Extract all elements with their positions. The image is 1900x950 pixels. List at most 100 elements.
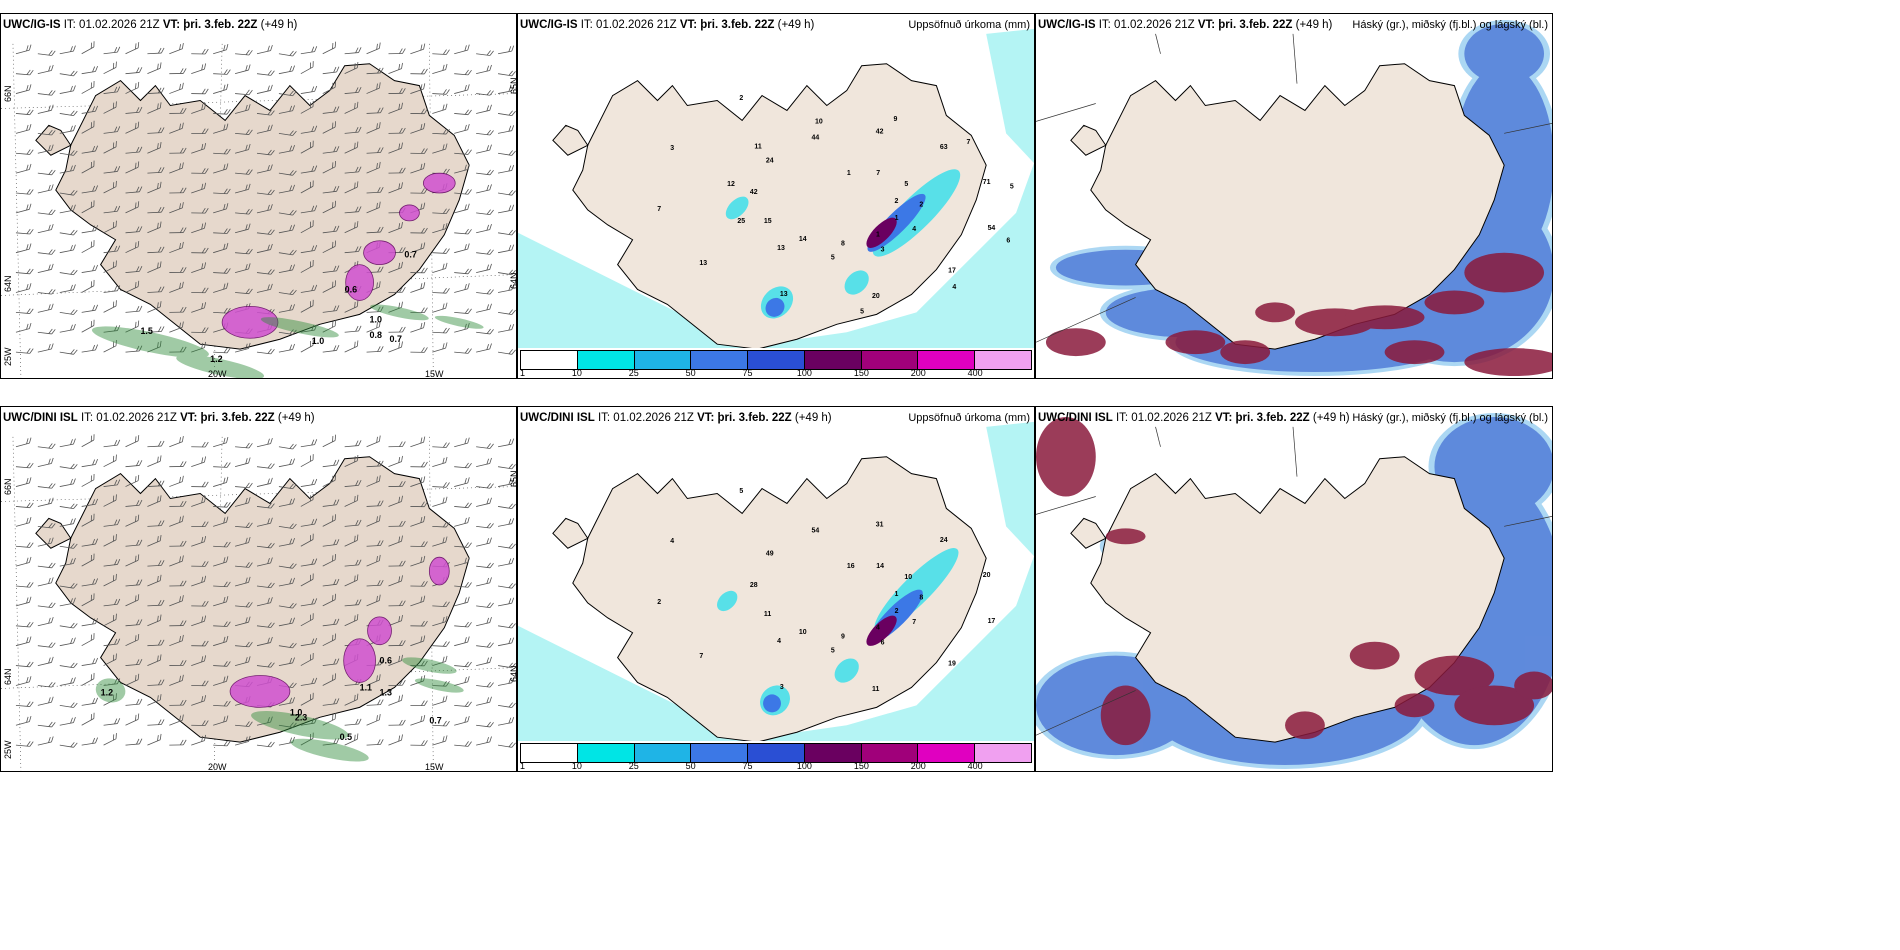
- wind-barb: [322, 106, 340, 114]
- wind-barb: [300, 165, 318, 174]
- wind-barb: [476, 721, 494, 728]
- wind-barb: [300, 220, 314, 234]
- wind-barb: [213, 188, 231, 195]
- station-value: 24: [940, 537, 948, 544]
- station-value: 17: [948, 267, 956, 274]
- wind-barb: [322, 305, 340, 313]
- wind-barb: [191, 142, 207, 154]
- it-value: 01.02.2026 21Z: [613, 412, 694, 424]
- wind-barb: [410, 714, 426, 726]
- wind-barb: [213, 715, 229, 726]
- wind-barb: [256, 84, 273, 94]
- wind-barb: [300, 100, 314, 114]
- lat-label-right-64n: 64N: [509, 665, 517, 682]
- wind-barb: [213, 675, 229, 686]
- wind-barb: [169, 82, 184, 94]
- station-value: 31: [876, 521, 884, 528]
- wind-barb: [191, 287, 209, 294]
- wind-barb: [344, 206, 362, 214]
- wind-barb: [454, 109, 472, 116]
- wind-barb: [322, 459, 340, 468]
- panel-precip-igis: UWC/IG-IS IT: 01.02.2026 21Z VT: þri. 3.…: [517, 13, 1035, 379]
- wind-barb: [300, 732, 314, 746]
- wind-barb: [432, 521, 450, 528]
- wind-barb: [234, 263, 251, 273]
- wind-barb: [81, 618, 99, 627]
- wind-barb: [300, 299, 314, 313]
- wind-barb: [432, 496, 448, 507]
- lon-label-20w: 20W: [208, 369, 227, 379]
- wind-barb: [15, 621, 34, 628]
- station-value: 20: [872, 293, 880, 300]
- wind-barb: [410, 436, 426, 448]
- field-title: Háský (gr.), miðský (fj.bl.) og lágský (…: [1352, 19, 1548, 31]
- wind-barb: [498, 190, 516, 196]
- wind-barb: [256, 229, 275, 235]
- wind-barb: [432, 288, 450, 294]
- wind-barb: [454, 741, 472, 747]
- wind-barb: [497, 597, 515, 607]
- wind-barb: [366, 435, 381, 448]
- wind-barb: [366, 540, 384, 547]
- wind-barb: [410, 83, 426, 94]
- wind-barb: [410, 282, 426, 293]
- precip-blob: [763, 694, 781, 713]
- wind-barb: [278, 65, 295, 75]
- wind-barb: [256, 636, 273, 647]
- panel-wind-dini: UWC/DINI ISL IT: 01.02.2026 21Z VT: þri.…: [0, 406, 517, 772]
- wind-barb: [278, 602, 297, 609]
- wind-barb: [278, 563, 297, 569]
- domain-line: [1504, 123, 1552, 134]
- wind-barb: [103, 260, 117, 273]
- wind-barb: [498, 662, 516, 669]
- wind-barb: [191, 535, 207, 547]
- wind-barbs: [15, 434, 516, 748]
- legend-colorbar: [520, 743, 1032, 763]
- lat-label-66n: 66N: [3, 478, 13, 495]
- wind-barb: [300, 717, 318, 726]
- wind-barb: [15, 348, 34, 354]
- high-cloud-blob: [1394, 693, 1435, 718]
- wind-barb: [300, 573, 314, 587]
- wind-barb: [454, 715, 470, 726]
- wind-barb: [15, 556, 32, 567]
- wind-barb: [59, 324, 76, 333]
- wind-barb: [256, 269, 275, 275]
- station-value: 44: [811, 134, 819, 141]
- wind-barb: [147, 639, 165, 647]
- wind-barb: [147, 87, 165, 94]
- wind-barb: [169, 202, 184, 214]
- legend-tick-label: 10: [571, 761, 582, 771]
- wind-barb: [344, 221, 359, 234]
- wind-barb: [234, 576, 251, 587]
- legend-tick-label: 75: [742, 761, 753, 771]
- wind-barb: [344, 141, 359, 154]
- station-value: 5: [860, 308, 864, 315]
- wind-barb: [59, 125, 76, 134]
- wind-barb: [37, 721, 56, 728]
- wind-barb: [59, 702, 78, 708]
- value-label: 0.6: [345, 284, 357, 294]
- legend-swatch: [691, 744, 749, 762]
- wind-barb: [278, 184, 295, 194]
- wind-barb: [15, 715, 32, 726]
- wind-barb: [37, 224, 54, 234]
- station-value: 1: [876, 231, 880, 238]
- wind-barb: [213, 268, 231, 274]
- high-cloud-blob: [1464, 252, 1545, 293]
- legend-ticks: 1 10 25 50 75 100 150 200 400: [520, 761, 1032, 771]
- wind-barb: [344, 47, 362, 55]
- it-label: IT:: [1115, 412, 1129, 424]
- wind-barb: [169, 162, 184, 174]
- wind-barb: [191, 456, 207, 468]
- wind-barb: [125, 673, 140, 686]
- wind-barb: [235, 49, 253, 56]
- wind-barb: [432, 143, 448, 154]
- wind-barb: [498, 309, 516, 315]
- wind-barb: [213, 556, 229, 567]
- wind-barb: [300, 260, 314, 273]
- station-value: 2: [895, 608, 899, 615]
- wind-barb: [169, 68, 187, 75]
- station-value: 8: [841, 240, 845, 247]
- westfjords-coast: [552, 124, 589, 156]
